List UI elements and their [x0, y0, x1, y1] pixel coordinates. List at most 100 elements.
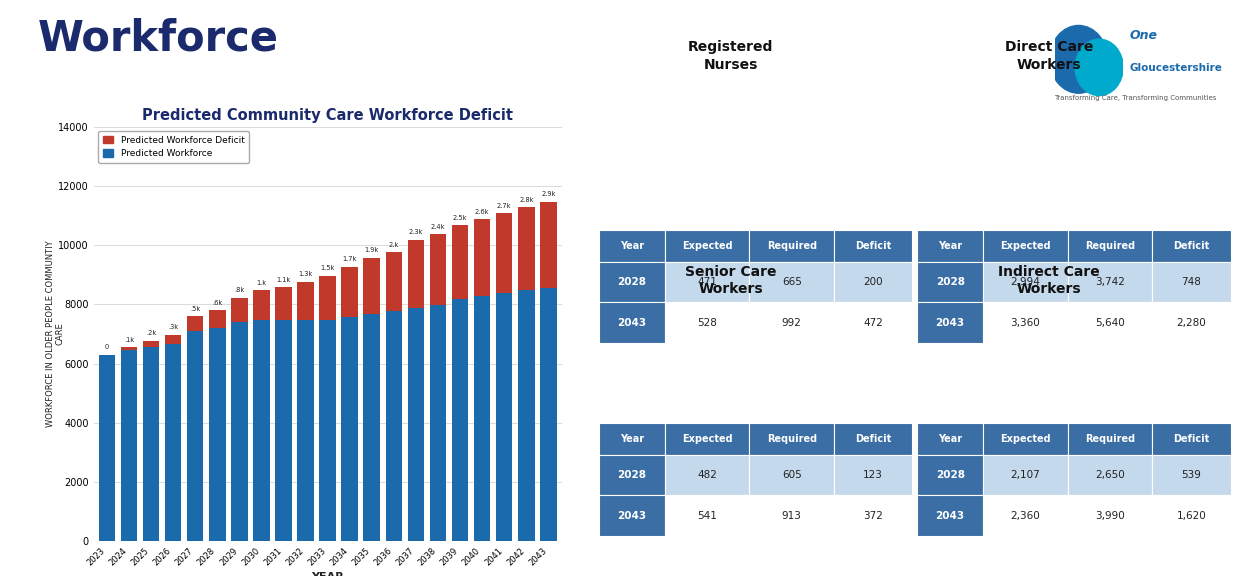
Bar	[495, 213, 513, 293]
Text: 2043: 2043	[936, 510, 965, 521]
Y-axis label: WORKFORCE IN OLDER PEOPLE COMMUNTIY
CARE: WORKFORCE IN OLDER PEOPLE COMMUNTIY CARE	[45, 241, 65, 427]
Text: Indirect Care
Workers: Indirect Care Workers	[998, 265, 1099, 296]
Text: Deficit: Deficit	[1173, 434, 1209, 444]
Text: 2,650: 2,650	[1096, 470, 1124, 480]
Bar	[342, 267, 358, 317]
Bar	[187, 316, 203, 331]
Bar	[142, 347, 160, 541]
Text: 372: 372	[864, 510, 884, 521]
Bar	[495, 293, 513, 541]
Bar	[275, 287, 292, 320]
Text: 1.1k: 1.1k	[276, 277, 291, 283]
Text: 1.3k: 1.3k	[298, 271, 313, 277]
Text: Senior Care
Workers: Senior Care Workers	[685, 265, 776, 296]
Text: 748: 748	[1182, 277, 1202, 287]
Text: Expected: Expected	[1000, 434, 1051, 444]
Bar	[408, 308, 424, 541]
Text: 2.8k: 2.8k	[519, 197, 534, 203]
Bar	[408, 240, 424, 308]
Bar	[165, 343, 181, 541]
Text: 3,990: 3,990	[1096, 510, 1124, 521]
Text: .8k: .8k	[235, 287, 245, 294]
Text: 2.k: 2.k	[388, 241, 399, 248]
Bar	[187, 331, 203, 541]
Text: 2043: 2043	[936, 317, 965, 328]
Bar	[452, 225, 468, 300]
Text: 123: 123	[864, 470, 884, 480]
X-axis label: YEAR: YEAR	[311, 572, 344, 576]
Text: Expected: Expected	[681, 241, 733, 251]
Text: 1,620: 1,620	[1177, 510, 1207, 521]
Text: 472: 472	[864, 317, 884, 328]
Text: 0: 0	[105, 344, 109, 350]
Bar	[363, 314, 381, 541]
Bar	[208, 328, 226, 541]
Text: Year: Year	[620, 241, 644, 251]
Text: 2.9k: 2.9k	[542, 191, 555, 197]
Text: 1.k: 1.k	[256, 280, 266, 286]
Text: 1.9k: 1.9k	[364, 247, 379, 253]
Bar	[121, 350, 137, 541]
Text: 665: 665	[781, 277, 801, 287]
Bar	[319, 276, 336, 320]
Text: 605: 605	[782, 470, 801, 480]
Text: 2,107: 2,107	[1011, 470, 1041, 480]
Bar	[253, 290, 270, 320]
Text: 2028: 2028	[936, 470, 965, 480]
Text: 2043: 2043	[618, 317, 646, 328]
Bar	[429, 305, 447, 541]
Text: 471: 471	[698, 277, 718, 287]
Text: Deficit: Deficit	[855, 434, 891, 444]
Bar	[474, 219, 490, 297]
Text: One: One	[1129, 29, 1157, 42]
Bar	[429, 234, 447, 305]
Bar	[253, 320, 270, 541]
Text: 2,360: 2,360	[1011, 510, 1041, 521]
Bar	[540, 202, 557, 287]
Text: 539: 539	[1182, 470, 1202, 480]
Text: Year: Year	[938, 241, 962, 251]
Text: 528: 528	[698, 317, 718, 328]
Text: Required: Required	[1085, 241, 1136, 251]
Text: 2.3k: 2.3k	[408, 229, 423, 236]
Bar	[165, 335, 181, 343]
Circle shape	[1075, 39, 1123, 96]
Text: Required: Required	[766, 241, 817, 251]
Bar	[297, 320, 313, 541]
Text: .6k: .6k	[212, 300, 222, 306]
Bar	[142, 340, 160, 347]
Bar	[231, 298, 247, 321]
Bar	[386, 311, 402, 541]
Bar	[540, 287, 557, 541]
Text: 3,742: 3,742	[1094, 277, 1124, 287]
Text: .2k: .2k	[146, 330, 156, 336]
Text: .3k: .3k	[168, 324, 178, 330]
Bar	[363, 257, 381, 314]
Bar	[452, 300, 468, 541]
Text: Required: Required	[1085, 434, 1136, 444]
Text: Required: Required	[766, 434, 817, 444]
Text: Workforce: Workforce	[37, 17, 278, 59]
Bar	[474, 297, 490, 541]
Legend: Predicted Workforce Deficit, Predicted Workforce: Predicted Workforce Deficit, Predicted W…	[99, 131, 250, 163]
Text: .1k: .1k	[124, 337, 134, 343]
Text: 992: 992	[781, 317, 801, 328]
Text: 482: 482	[698, 470, 718, 480]
Bar	[231, 321, 247, 541]
Text: .5k: .5k	[190, 306, 200, 312]
Text: 1.5k: 1.5k	[321, 266, 334, 271]
Text: Year: Year	[620, 434, 644, 444]
Text: Expected: Expected	[681, 434, 733, 444]
Text: Registered
Nurses: Registered Nurses	[688, 40, 774, 71]
Text: 5,640: 5,640	[1096, 317, 1124, 328]
Bar	[275, 320, 292, 541]
Text: Transforming Care, Transforming Communities: Transforming Care, Transforming Communit…	[1055, 95, 1217, 101]
Text: 2,994: 2,994	[1011, 277, 1041, 287]
Title: Predicted Community Care Workforce Deficit: Predicted Community Care Workforce Defic…	[142, 108, 513, 123]
Bar	[99, 355, 115, 541]
Text: 2043: 2043	[618, 510, 646, 521]
Text: Gloucestershire: Gloucestershire	[1129, 63, 1222, 73]
Text: 2028: 2028	[618, 470, 646, 480]
Bar	[342, 317, 358, 541]
Text: 2.5k: 2.5k	[453, 215, 467, 221]
